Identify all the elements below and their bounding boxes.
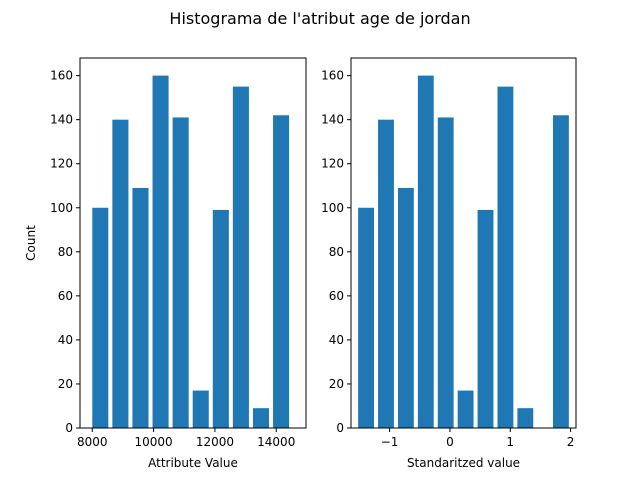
chart-panel-1: 0 20 40 60 80 100 120 140 160 8000 10000 12000 14000…: [24, 57, 307, 470]
y-tick-label: 0: [65, 421, 73, 435]
y-axis-label: Count: [24, 225, 38, 261]
y-tick-label: 120: [50, 157, 73, 171]
histogram-bar: [417, 75, 434, 429]
chart-panel-2: 0 20 40 60 80 100 120 140 160 −1 0 1 2 Standaritzed v…: [321, 57, 577, 470]
histogram-bar: [552, 115, 569, 428]
y-tick-label: 140: [50, 113, 73, 127]
histogram-bar: [273, 115, 290, 428]
axes-frame: [350, 57, 577, 429]
histogram-bar: [252, 408, 270, 428]
histogram-bar: [212, 209, 229, 428]
histogram-bar: [397, 187, 414, 428]
x-tick-label: 10000: [135, 435, 173, 449]
x-tick-label: 2: [567, 435, 575, 449]
y-tick-label: 120: [321, 157, 344, 171]
y-tick-label: 160: [321, 69, 344, 83]
histogram-bar: [172, 117, 189, 429]
histogram-bar: [152, 75, 169, 429]
histogram-bar: [457, 390, 474, 428]
y-tick-label: 40: [58, 333, 73, 347]
x-tick-label: 12000: [196, 435, 234, 449]
axes-frame: [79, 57, 307, 429]
x-axis-label: Standaritzed value: [407, 456, 520, 470]
histogram-bar: [232, 86, 249, 428]
histogram-bar: [132, 187, 149, 428]
histogram-bar: [517, 408, 534, 428]
y-tick-label: 40: [329, 333, 344, 347]
x-tick-label: −1: [381, 435, 399, 449]
histogram-bar: [378, 119, 394, 429]
y-tick-label: 160: [50, 69, 73, 83]
histogram-bar: [437, 117, 454, 429]
figure-title: Histograma de l'atribut age de jordan: [169, 9, 470, 28]
x-tick-label: 8000: [77, 435, 108, 449]
y-tick-label: 100: [321, 201, 344, 215]
histogram-bar: [358, 207, 375, 428]
y-tick-label: 60: [329, 289, 344, 303]
histogram-bar: [192, 390, 209, 428]
x-tick-label: 1: [506, 435, 514, 449]
y-tick-label: 100: [50, 201, 73, 215]
y-tick-label: 60: [58, 289, 73, 303]
y-tick-label: 140: [321, 113, 344, 127]
y-tick-label: 80: [58, 245, 73, 259]
histogram-bar: [477, 209, 494, 428]
histogram-bar: [92, 207, 109, 428]
x-tick-label: 14000: [257, 435, 295, 449]
x-axis-label: Attribute Value: [148, 456, 238, 470]
y-tick-label: 0: [336, 421, 344, 435]
histogram-bar: [497, 86, 514, 428]
y-tick-label: 20: [58, 377, 73, 391]
y-tick-label: 20: [329, 377, 344, 391]
x-tick-label: 0: [446, 435, 454, 449]
y-tick-label: 80: [329, 245, 344, 259]
histogram-bar: [112, 119, 129, 429]
